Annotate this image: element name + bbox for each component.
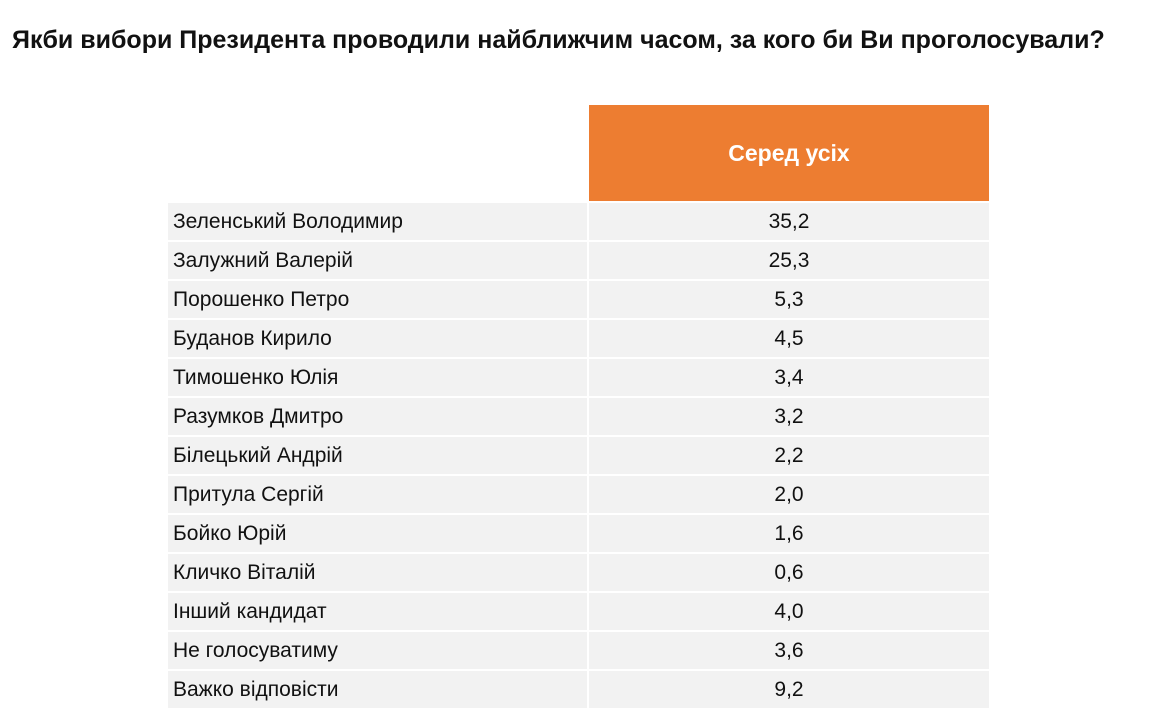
table-row: Залужний Валерій 25,3 [168,242,989,279]
table-row: Зеленський Володимир 35,2 [168,203,989,240]
candidate-value: 35,2 [589,203,989,240]
candidate-value: 3,4 [589,359,989,396]
table-row: Тимошенко Юлія 3,4 [168,359,989,396]
candidate-name: Порошенко Петро [168,281,587,318]
candidate-name: Інший кандидат [168,593,587,630]
candidate-name: Буданов Кирило [168,320,587,357]
candidate-name: Притула Сергій [168,476,587,513]
candidate-value: 9,2 [589,671,989,708]
candidate-value: 0,6 [589,554,989,591]
candidate-name: Тимошенко Юлія [168,359,587,396]
table-row: Бойко Юрій 1,6 [168,515,989,552]
table-row: Білецький Андрій 2,2 [168,437,989,474]
table-row: Порошенко Петро 5,3 [168,281,989,318]
table-row: Буданов Кирило 4,5 [168,320,989,357]
candidate-value: 25,3 [589,242,989,279]
candidate-value: 4,5 [589,320,989,357]
candidate-name: Разумков Дмитро [168,398,587,435]
table-row: Інший кандидат 4,0 [168,593,989,630]
table-row: Притула Сергій 2,0 [168,476,989,513]
candidate-name: Не голосуватиму [168,632,587,669]
column-header-among-all: Серед усіх [589,105,989,201]
candidate-value: 2,2 [589,437,989,474]
candidate-value: 3,6 [589,632,989,669]
table-body: Зеленський Володимир 35,2 Залужний Валерій… [168,203,989,710]
candidate-name: Зеленський Володимир [168,203,587,240]
candidate-name: Важко відповісти [168,671,587,708]
candidate-name: Кличко Віталій [168,554,587,591]
page-title: Якби вибори Президента проводили найближ… [12,26,1105,54]
candidate-name: Залужний Валерій [168,242,587,279]
table-row: Кличко Віталій 0,6 [168,554,989,591]
table-header-row: Серед усіх [168,105,989,201]
table-row: Разумков Дмитро 3,2 [168,398,989,435]
table-row: Важко відповісти 9,2 [168,671,989,708]
candidate-name: Бойко Юрій [168,515,587,552]
candidate-value: 5,3 [589,281,989,318]
candidate-value: 4,0 [589,593,989,630]
table-row: Не голосуватиму 3,6 [168,632,989,669]
results-table: Серед усіх Зеленський Володимир 35,2 Залуж… [168,105,989,708]
candidate-name: Білецький Андрій [168,437,587,474]
candidate-value: 1,6 [589,515,989,552]
candidate-value: 2,0 [589,476,989,513]
candidate-value: 3,2 [589,398,989,435]
